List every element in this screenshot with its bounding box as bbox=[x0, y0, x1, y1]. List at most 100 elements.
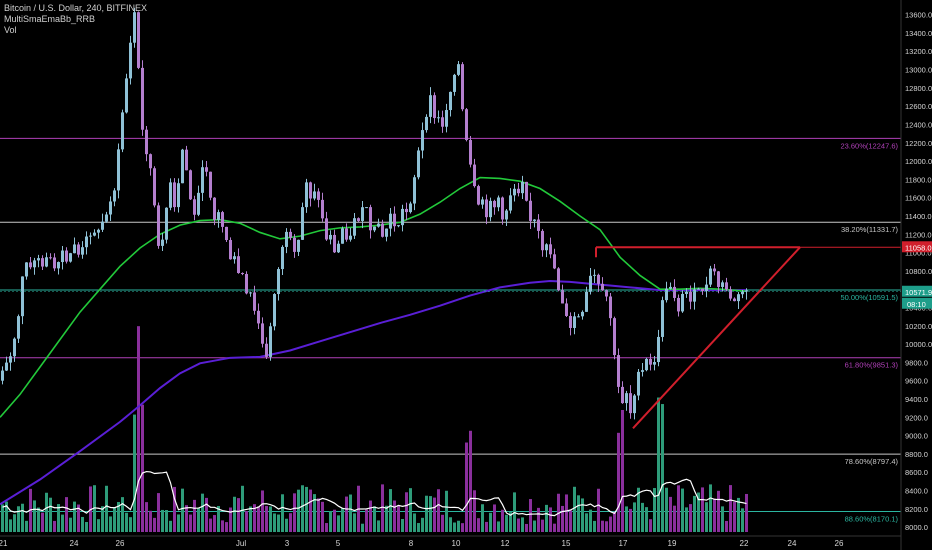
volume-bar bbox=[393, 500, 396, 532]
volume-bar bbox=[713, 498, 716, 532]
volume-bar bbox=[317, 498, 320, 532]
volume-bar bbox=[325, 523, 328, 532]
candle-body bbox=[53, 257, 56, 269]
candle-body bbox=[721, 282, 724, 287]
candle-body bbox=[205, 167, 208, 172]
candle-body bbox=[569, 315, 572, 328]
candle-body bbox=[529, 200, 532, 221]
volume-bar bbox=[501, 509, 504, 532]
volume-bar bbox=[341, 508, 344, 532]
time-tick-label: 19 bbox=[668, 539, 677, 548]
volume-ma-line bbox=[2, 470, 747, 517]
volume-bar bbox=[97, 519, 100, 532]
triangle-support-line[interactable] bbox=[632, 246, 801, 429]
volume-bar bbox=[329, 511, 332, 532]
candle-body bbox=[69, 253, 72, 262]
candle-body bbox=[269, 326, 272, 357]
time-tick-label: 17 bbox=[619, 539, 628, 548]
volume-bar bbox=[449, 517, 452, 532]
volume-bar bbox=[517, 518, 520, 532]
price-tick-label: 8000.0 bbox=[905, 523, 928, 532]
candle-body bbox=[685, 291, 688, 294]
volume-bar bbox=[153, 517, 156, 532]
candle-body bbox=[181, 149, 184, 184]
candle-body bbox=[49, 257, 52, 259]
volume-bar bbox=[129, 517, 132, 532]
candle-body bbox=[509, 195, 512, 211]
volume-bar bbox=[25, 520, 28, 532]
price-tick-label: 11600.0 bbox=[905, 194, 932, 203]
candle-body bbox=[145, 129, 148, 155]
candle-body bbox=[621, 386, 624, 404]
candle-body bbox=[353, 218, 356, 236]
time-tick-label: 10 bbox=[452, 539, 461, 548]
candle-body bbox=[385, 228, 388, 237]
volume-bar bbox=[453, 522, 456, 532]
volume-bar bbox=[669, 496, 672, 532]
volume-bar bbox=[169, 520, 172, 532]
volume-bar bbox=[729, 485, 732, 532]
volume-bar bbox=[661, 404, 664, 532]
candle-body bbox=[253, 292, 256, 311]
volume-label[interactable]: Vol bbox=[4, 25, 17, 35]
volume-bar bbox=[121, 497, 124, 532]
volume-bar bbox=[545, 504, 548, 532]
volume-bar bbox=[489, 512, 492, 532]
candle-body bbox=[337, 243, 340, 253]
volume-bar bbox=[105, 485, 108, 532]
candle-body bbox=[61, 250, 64, 263]
candle-body bbox=[133, 12, 136, 43]
time-tick-label: 5 bbox=[336, 539, 341, 548]
candle-body bbox=[17, 316, 20, 339]
candle-body bbox=[493, 200, 496, 208]
candle-body bbox=[669, 286, 672, 289]
candle-body bbox=[389, 213, 392, 229]
volume-bar bbox=[345, 496, 348, 532]
candle-body bbox=[125, 78, 128, 113]
candle-body bbox=[565, 303, 568, 316]
price-tick-label: 13600.0 bbox=[905, 11, 932, 20]
symbol-title[interactable]: Bitcoin / U.S. Dollar, 240, BITFINEX bbox=[4, 3, 148, 13]
price-tick-label: 8800.0 bbox=[905, 450, 928, 459]
volume-bar bbox=[469, 430, 472, 532]
candle-body bbox=[633, 395, 636, 414]
candle-body bbox=[497, 197, 500, 208]
volume-bar bbox=[149, 510, 152, 532]
volume-bar bbox=[261, 490, 264, 532]
price-tick-label: 9200.0 bbox=[905, 413, 928, 422]
candle-body bbox=[265, 343, 268, 357]
volume-bar bbox=[561, 505, 564, 532]
volume-bar bbox=[497, 521, 500, 532]
volume-bar bbox=[61, 514, 64, 532]
candle-body bbox=[1, 370, 4, 381]
time-tick-label: 26 bbox=[116, 539, 125, 548]
volume-bar bbox=[437, 489, 440, 532]
volume-bar bbox=[421, 517, 424, 532]
drawings[interactable] bbox=[595, 246, 901, 429]
last-price-tag: 10571.9 bbox=[905, 288, 932, 297]
volume-ma bbox=[2, 470, 747, 517]
time-tick-label: 12 bbox=[501, 539, 510, 548]
candle-body bbox=[185, 149, 188, 171]
price-tick-label: 12800.0 bbox=[905, 84, 932, 93]
indicator-name[interactable]: MultiSmaEmaBb_RRB bbox=[4, 14, 96, 24]
candle-body bbox=[173, 182, 176, 208]
volume-bar bbox=[461, 523, 464, 532]
candle-body bbox=[449, 91, 452, 111]
price-tick-label: 8600.0 bbox=[905, 468, 928, 477]
candle-body bbox=[65, 250, 68, 262]
price-tick-label: 9800.0 bbox=[905, 358, 928, 367]
candle-body bbox=[297, 239, 300, 252]
candle-body bbox=[645, 358, 648, 371]
volume-bar bbox=[509, 512, 512, 532]
volume-bar bbox=[657, 397, 660, 532]
volume-bar bbox=[365, 509, 368, 532]
volume-bar bbox=[569, 510, 572, 532]
volume-bar bbox=[621, 409, 624, 532]
volume-bar bbox=[429, 496, 432, 532]
volume-bar bbox=[53, 520, 56, 532]
candle-body bbox=[401, 208, 404, 226]
volume-bar bbox=[145, 502, 148, 532]
volume-bar bbox=[377, 520, 380, 532]
